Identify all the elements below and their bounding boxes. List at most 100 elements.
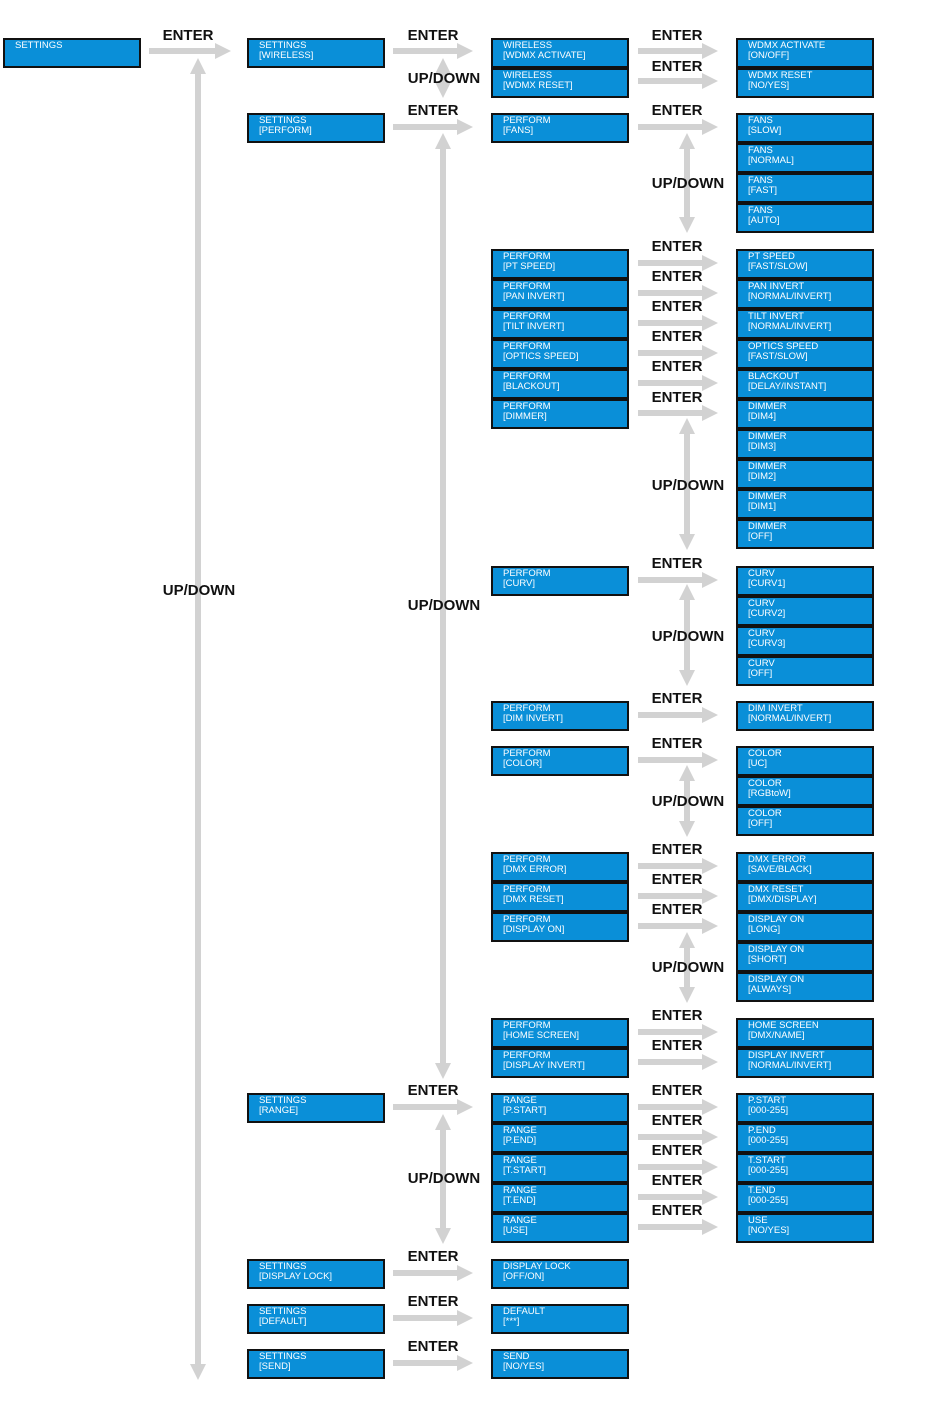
menu-box-title: DIMMER — [748, 521, 787, 532]
menu-box-title: DMX ERROR — [748, 854, 807, 865]
enter-arrow — [638, 285, 718, 301]
menu-box-display-on-always: DISPLAY ON [ALWAYS] — [736, 972, 874, 1002]
updown-arrow — [435, 133, 451, 1079]
menu-box-title: PERFORM — [503, 401, 551, 412]
enter-arrow — [638, 752, 718, 768]
menu-box-title: PERFORM — [503, 703, 551, 714]
menu-box-value: [DIM2] — [748, 471, 776, 482]
enter-label: ENTER — [407, 27, 459, 44]
menu-box-title: DIMMER — [748, 461, 787, 472]
enter-label: ENTER — [651, 58, 703, 75]
enter-arrow — [393, 1310, 473, 1326]
menu-box-value: [NORMAL/INVERT] — [748, 291, 832, 302]
menu-box-title: CURV — [748, 658, 775, 669]
menu-box-pan-invert-normal-invert: PAN INVERT [NORMAL/INVERT] — [736, 279, 874, 309]
enter-arrow — [638, 1099, 718, 1115]
menu-box-dimmer-off: DIMMER [OFF] — [736, 519, 874, 549]
menu-box-display-on-short: DISPLAY ON [SHORT] — [736, 942, 874, 972]
enter-label: ENTER — [651, 841, 703, 858]
enter-arrow — [393, 1355, 473, 1371]
menu-box-title: PERFORM — [503, 371, 551, 382]
menu-box-perform-dimmer: PERFORM [DIMMER] — [491, 399, 629, 429]
menu-box-settings-perform: SETTINGS [PERFORM] — [247, 113, 385, 143]
menu-box-value: [USE] — [503, 1225, 528, 1236]
enter-label: ENTER — [651, 1172, 703, 1189]
enter-label: ENTER — [651, 735, 703, 752]
menu-box-value: [T.END] — [503, 1195, 536, 1206]
enter-label: ENTER — [651, 102, 703, 119]
menu-box-title: PERFORM — [503, 748, 551, 759]
menu-box-value: [NORMAL/INVERT] — [748, 321, 832, 332]
enter-label: ENTER — [651, 27, 703, 44]
menu-box-title: DIMMER — [748, 401, 787, 412]
menu-box-title: SETTINGS — [259, 1351, 307, 1362]
menu-box-value: [DIM INVERT] — [503, 713, 563, 724]
menu-box-title: COLOR — [748, 808, 782, 819]
menu-box-fans-normal: FANS [NORMAL] — [736, 143, 874, 173]
menu-box-value: [FAST/SLOW] — [748, 351, 808, 362]
menu-box-value: [000-255] — [748, 1105, 789, 1116]
menu-box-value: [UC] — [748, 758, 767, 769]
menu-box-value: [000-255] — [748, 1195, 789, 1206]
menu-box-title: FANS — [748, 175, 773, 186]
menu-box-dmx-reset-dmx-display: DMX RESET [DMX/DISPLAY] — [736, 882, 874, 912]
menu-box-fans-auto: FANS [AUTO] — [736, 203, 874, 233]
menu-box-title: PERFORM — [503, 1050, 551, 1061]
enter-arrow — [638, 918, 718, 934]
menu-box-value: [RANGE] — [259, 1105, 299, 1116]
menu-box-value: [FAST] — [748, 185, 778, 196]
menu-box-curv-curv3: CURV [CURV3] — [736, 626, 874, 656]
menu-box-title: PERFORM — [503, 854, 551, 865]
menu-box-t-start-000-255: T.START [000-255] — [736, 1153, 874, 1183]
menu-box-value: [000-255] — [748, 1135, 789, 1146]
menu-box-value: [SEND] — [259, 1361, 291, 1372]
menu-box-title: DIM INVERT — [748, 703, 803, 714]
menu-box-value: [P.END] — [503, 1135, 537, 1146]
menu-box-title: PERFORM — [503, 281, 551, 292]
enter-label: ENTER — [651, 555, 703, 572]
enter-label: ENTER — [651, 1037, 703, 1054]
menu-box-perform-tilt-invert: PERFORM [TILT INVERT] — [491, 309, 629, 339]
enter-arrow — [638, 858, 718, 874]
menu-box-title: FANS — [748, 145, 773, 156]
menu-box-value: [WDMX ACTIVATE] — [503, 50, 586, 61]
menu-box-title: DISPLAY ON — [748, 944, 805, 955]
menu-box-title: PERFORM — [503, 115, 551, 126]
menu-box-title: RANGE — [503, 1155, 537, 1166]
menu-box-value: [OFF/ON] — [503, 1271, 545, 1282]
enter-label: ENTER — [651, 358, 703, 375]
menu-box-value: [OFF] — [748, 531, 773, 542]
menu-box-dim-invert-normal-invert: DIM INVERT [NORMAL/INVERT] — [736, 701, 874, 731]
menu-box-value: [CURV1] — [748, 578, 786, 589]
menu-box-value: [NO/YES] — [748, 1225, 790, 1236]
updown-arrow — [679, 133, 695, 233]
menu-box-title: SETTINGS — [15, 40, 63, 51]
menu-box-value: [NORMAL] — [748, 155, 794, 166]
menu-box-perform-home-screen: PERFORM [HOME SCREEN] — [491, 1018, 629, 1048]
menu-box-value: [SHORT] — [748, 954, 787, 965]
enter-arrow — [638, 707, 718, 723]
enter-arrow — [638, 1189, 718, 1205]
enter-arrow — [149, 43, 231, 59]
menu-box-title: DISPLAY LOCK — [503, 1261, 571, 1272]
updown-label: UP/DOWN — [162, 582, 236, 599]
enter-arrow — [638, 572, 718, 588]
menu-box-color-rgbtow: COLOR [RGBtoW] — [736, 776, 874, 806]
menu-box-wdmx-reset-no-yes: WDMX RESET [NO/YES] — [736, 68, 874, 98]
menu-box-perform-display-invert: PERFORM [DISPLAY INVERT] — [491, 1048, 629, 1078]
menu-box-optics-speed-fast-slow: OPTICS SPEED [FAST/SLOW] — [736, 339, 874, 369]
menu-box-value: [NORMAL/INVERT] — [748, 1060, 832, 1071]
menu-box-perform-fans: PERFORM [FANS] — [491, 113, 629, 143]
menu-box-range-p-end: RANGE [P.END] — [491, 1123, 629, 1153]
updown-label: UP/DOWN — [651, 628, 725, 645]
updown-label: UP/DOWN — [651, 793, 725, 810]
enter-label: ENTER — [651, 871, 703, 888]
menu-box-title: OPTICS SPEED — [748, 341, 819, 352]
enter-arrow — [393, 1265, 473, 1281]
menu-box-color-uc: COLOR [UC] — [736, 746, 874, 776]
menu-box-title: CURV — [748, 568, 775, 579]
menu-box-title: SETTINGS — [259, 1095, 307, 1106]
menu-box-value: [DISPLAY INVERT] — [503, 1060, 585, 1071]
